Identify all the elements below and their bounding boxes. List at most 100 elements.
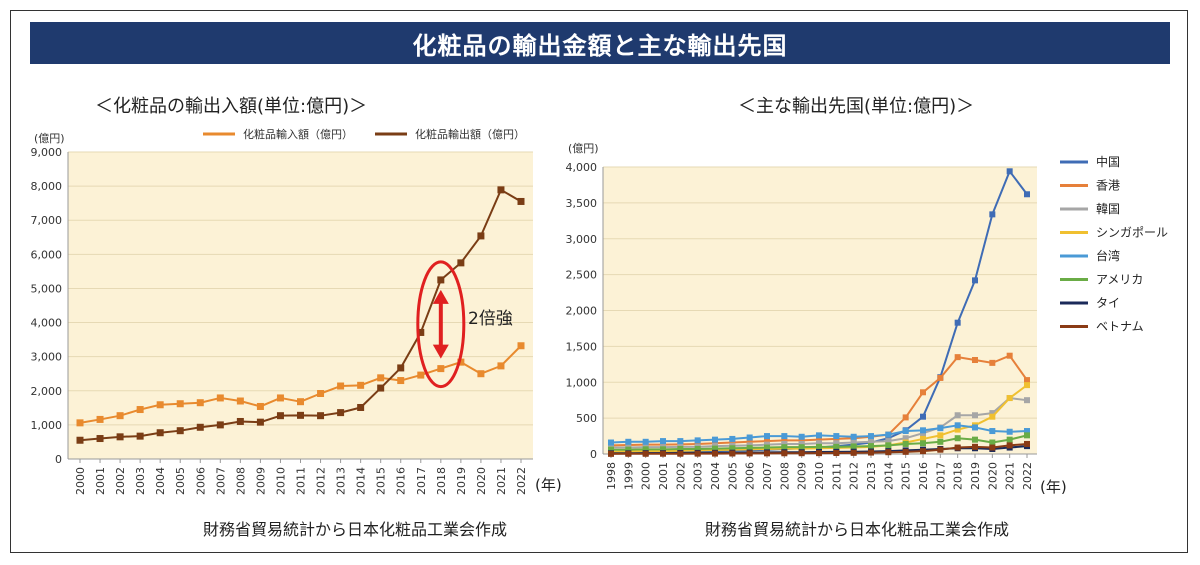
data-point (937, 432, 944, 439)
data-point (920, 413, 926, 420)
data-point (746, 444, 753, 451)
x-tick-label: 2010 (274, 467, 287, 495)
data-point (833, 433, 840, 440)
arrow-head-up (432, 289, 449, 304)
data-point (902, 440, 909, 447)
data-point (608, 450, 614, 457)
data-point (972, 443, 978, 450)
x-tick-label: 1998 (605, 462, 618, 490)
data-point (357, 381, 365, 389)
legend-label: 化粧品輸出額（億円） (415, 127, 525, 141)
legend-label: 化粧品輸入額（億円） (243, 127, 353, 141)
data-point (1024, 428, 1030, 435)
data-point (954, 422, 961, 429)
data-point (937, 374, 944, 381)
data-point (256, 402, 264, 410)
data-point (989, 413, 996, 420)
data-point (1006, 395, 1013, 402)
x-tick-label: 2022 (1021, 462, 1034, 490)
data-point (954, 444, 961, 451)
data-point (764, 433, 770, 440)
data-point (397, 377, 405, 385)
x-tick-label: 2004 (709, 462, 722, 490)
y-tick-label: 2,000 (566, 305, 598, 318)
y-tick-label: 1,500 (566, 340, 598, 353)
x-tick-label: 2010 (813, 462, 826, 490)
chart2-title: ＜主な輸出先国(単位:億円)＞ (738, 96, 975, 117)
data-point (417, 371, 425, 379)
x-tick-label: 2012 (315, 467, 328, 495)
x-tick-label: 2013 (865, 462, 878, 490)
data-point (989, 359, 996, 366)
data-point (868, 433, 874, 440)
legend-label: 韓国 (1096, 202, 1120, 216)
data-point (989, 439, 996, 446)
data-point (781, 437, 788, 444)
data-point (868, 438, 874, 445)
x-tick-label: 2009 (254, 467, 267, 495)
data-point (816, 440, 822, 447)
x-tick-label: 2007 (214, 467, 227, 495)
data-point (972, 277, 978, 284)
data-point (116, 433, 124, 441)
data-point (989, 410, 996, 417)
x-tick-label: 2017 (415, 467, 428, 495)
data-point (437, 365, 445, 373)
highlight-ellipse (416, 260, 466, 389)
x-tick-label: 2012 (848, 462, 861, 490)
x-tick-label: 2018 (952, 462, 965, 490)
x-tick-label: 2006 (744, 462, 757, 490)
data-point (136, 432, 144, 440)
data-point (885, 431, 892, 438)
data-point (256, 418, 264, 426)
data-point (920, 440, 926, 447)
y-tick-label: 6,000 (31, 248, 63, 261)
data-point (798, 437, 805, 444)
data-point (781, 444, 788, 451)
data-point (1024, 382, 1030, 389)
data-point (954, 412, 961, 419)
chart1-title: ＜化粧品の輸出入額(単位:億円)＞ (95, 96, 368, 117)
data-point (694, 450, 701, 457)
data-point (833, 443, 840, 450)
data-point (712, 445, 718, 452)
y-tick-label: 1,000 (31, 419, 63, 432)
data-point (196, 399, 204, 407)
y-tick-label: 2,500 (566, 269, 598, 282)
data-point (116, 412, 124, 420)
data-point (816, 436, 822, 443)
x-tick-label: 2015 (375, 467, 388, 495)
data-point (885, 449, 892, 456)
legend-label: ベトナム (1096, 320, 1144, 334)
data-point (920, 448, 926, 455)
data-point (337, 382, 345, 390)
data-point (677, 445, 684, 452)
x-tick-label: 2006 (194, 467, 207, 495)
arrow-head-down (432, 344, 449, 359)
annotation-label: 2倍強 (468, 309, 513, 329)
data-point (972, 412, 978, 419)
data-point (885, 442, 892, 449)
data-point (96, 415, 104, 423)
data-point (954, 319, 961, 326)
x-tick-label: 2008 (778, 462, 791, 490)
data-point (1024, 191, 1030, 198)
x-tick-label: 2017 (934, 462, 947, 490)
x-tick-label: 2019 (969, 462, 982, 490)
data-point (1024, 440, 1030, 447)
data-point (729, 450, 736, 457)
data-point (1006, 168, 1013, 175)
data-point (746, 450, 753, 457)
x-tick-label: 2000 (640, 462, 653, 490)
y-tick-label: 0 (590, 448, 597, 461)
data-point (660, 450, 666, 457)
data-point (642, 438, 649, 445)
data-point (937, 438, 944, 445)
x-tick-label: 2003 (692, 462, 705, 490)
data-point (477, 370, 485, 378)
y-tick-label: 3,500 (566, 197, 598, 210)
data-point (517, 342, 525, 350)
x-tick-label: 2003 (134, 467, 147, 495)
x-tick-label: 2021 (495, 467, 508, 495)
data-point (850, 449, 857, 456)
